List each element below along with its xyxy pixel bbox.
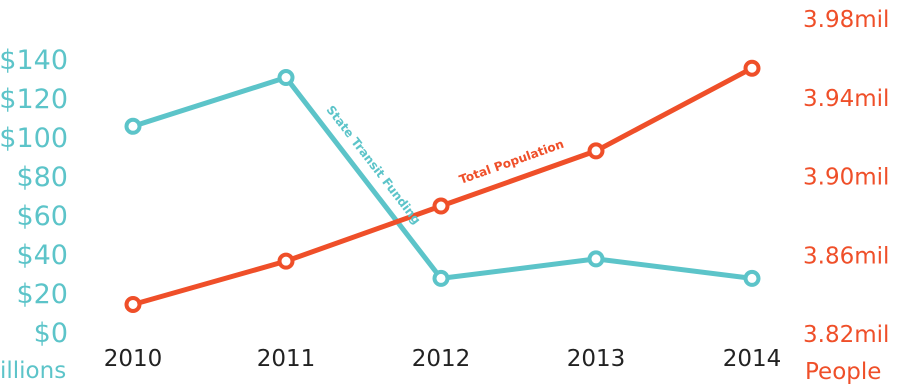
y-left-tick-label: $60	[16, 201, 68, 232]
data-point	[743, 269, 761, 287]
x-tick-label: 2012	[412, 346, 471, 372]
y-right-unit-label: People	[805, 359, 881, 385]
x-tick-label: 2011	[257, 346, 316, 372]
series-line-0	[130, 75, 755, 281]
y-left-tick-label: $140	[0, 45, 68, 76]
data-point	[124, 117, 142, 135]
y-left-tick-label: $20	[16, 279, 68, 310]
y-left-tick-label: $80	[16, 162, 68, 193]
y-left-tick-label: $0	[34, 318, 68, 349]
data-point	[432, 269, 450, 287]
y-right-tick-label: 3.82mil	[803, 322, 889, 348]
data-point	[277, 69, 295, 87]
y-left-tick-label: $120	[0, 84, 68, 115]
data-point	[124, 295, 142, 313]
x-tick-label: 2013	[567, 346, 626, 372]
data-point	[587, 250, 605, 268]
data-point	[432, 197, 450, 215]
y-right-tick-label: 3.98mil	[803, 7, 889, 33]
x-tick-label: 2014	[723, 346, 782, 372]
y-right-tick-label: 3.90mil	[803, 165, 889, 191]
data-point	[277, 252, 295, 270]
series-label: State Transit Funding	[324, 103, 424, 227]
y-right-tick-label: 3.86mil	[803, 243, 889, 269]
y-left-tick-label: $100	[0, 123, 68, 154]
data-point	[587, 142, 605, 160]
x-tick-label: 2010	[104, 346, 163, 372]
y-right-tick-label: 3.94mil	[803, 86, 889, 112]
y-left-tick-label: $40	[16, 240, 68, 271]
y-left-unit-label: illions	[0, 358, 66, 384]
data-point	[743, 59, 761, 77]
